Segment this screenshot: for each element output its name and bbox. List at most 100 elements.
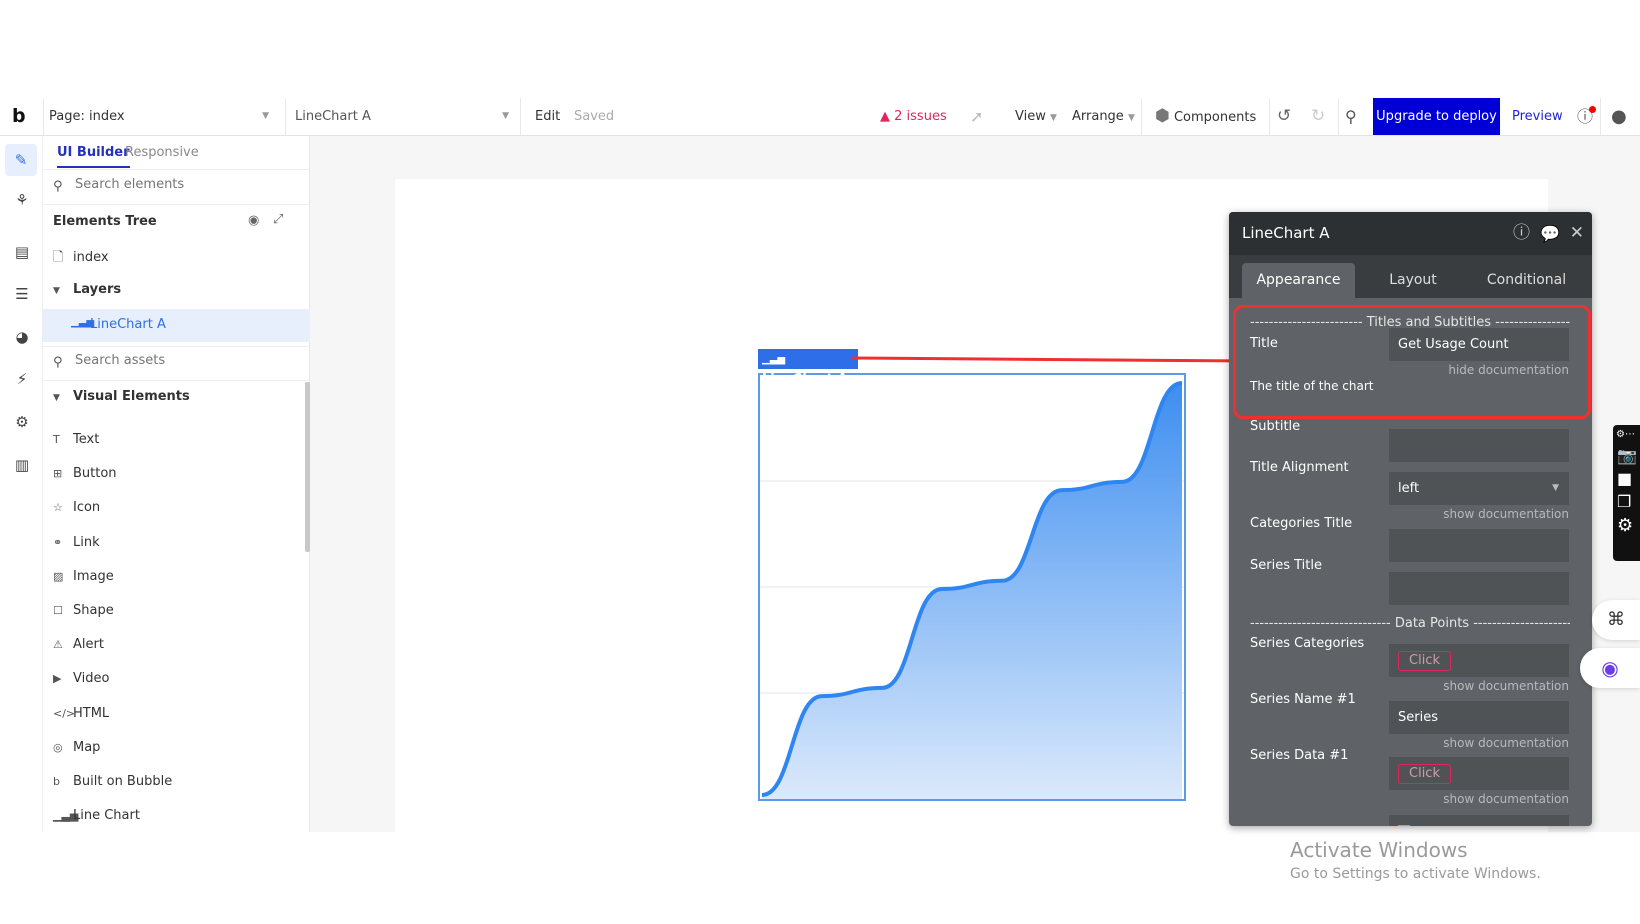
more-icon[interactable]: ⚙⋯	[1616, 429, 1635, 440]
asset-icon: ☆	[53, 501, 63, 515]
asset-icon: ⊞	[53, 467, 63, 481]
scrollbar[interactable]	[305, 382, 310, 552]
asset-icon: ▨	[53, 569, 64, 583]
series-categories-input[interactable]: Click	[1389, 644, 1569, 677]
apps-grid-icon[interactable]: ⌘	[1592, 600, 1640, 640]
plugins-icon[interactable]: ⚡	[16, 370, 28, 388]
asset-item-video[interactable]: ▶ Video	[53, 671, 109, 686]
comment-icon[interactable]: 💬	[1540, 224, 1560, 243]
design-pencil-icon[interactable]: ✎	[5, 144, 37, 176]
logs-chart-icon[interactable]: ▥	[14, 456, 30, 474]
close-icon[interactable]: ✕	[1569, 223, 1584, 243]
expand-icon[interactable]: ⤢	[273, 212, 284, 227]
redo-icon[interactable]: ↻	[1311, 106, 1326, 126]
issues-label: 2 issues	[894, 109, 947, 124]
search-assets-input[interactable]	[75, 353, 275, 368]
line-chart-icon: ▁▃▅	[762, 354, 786, 365]
click-button[interactable]: Click	[1398, 764, 1451, 784]
asset-label: Line Chart	[73, 808, 140, 824]
asset-icon: ◎	[53, 740, 63, 754]
styles-palette-icon[interactable]: ◕	[15, 328, 29, 346]
search-icon[interactable]: ⚲	[1345, 107, 1357, 126]
asset-item-button[interactable]: ⊞ Button	[53, 466, 117, 481]
eye-icon[interactable]: ◉	[248, 213, 260, 228]
show-documentation-link[interactable]: show documentation	[1443, 507, 1569, 521]
asset-label: Video	[73, 671, 110, 687]
panel-title: LineChart A	[1242, 224, 1330, 242]
show-documentation-link[interactable]: show documentation	[1443, 736, 1569, 750]
element-tag[interactable]: ▁▃▅ LineChart A	[758, 349, 858, 387]
page-select[interactable]: Page: index ▼	[49, 98, 279, 135]
tab-conditional[interactable]: Conditional	[1486, 272, 1567, 288]
undo-icon[interactable]: ↺	[1277, 106, 1292, 126]
tree-item-linechart-a[interactable]: ▁▃▅ LineChart A	[43, 309, 310, 342]
asset-item-html[interactable]: </>HTML	[53, 706, 109, 721]
database-icon[interactable]: ☰	[15, 285, 29, 303]
upgrade-button[interactable]: Upgrade to deploy	[1373, 98, 1500, 135]
search-elements-input[interactable]	[75, 177, 275, 192]
arrange-menu[interactable]: Arrange ▼	[1072, 98, 1135, 135]
settings-icon[interactable]: ⚙	[1617, 515, 1634, 536]
bubble-logo[interactable]: b	[12, 105, 26, 127]
watermark-line1: Activate Windows	[1290, 838, 1468, 862]
data-icon[interactable]: ▤	[14, 243, 30, 261]
page-label: Page: index	[49, 109, 125, 124]
assistant-bot-icon[interactable]: ◉	[1580, 648, 1640, 688]
info-icon[interactable]: ⓘ	[1513, 223, 1530, 243]
chart-area	[762, 383, 1182, 799]
asset-item-text[interactable]: T Text	[53, 432, 99, 447]
series-color-input[interactable]	[1389, 815, 1569, 826]
element-select[interactable]: LineChart A ▼	[295, 98, 515, 135]
preview-button[interactable]: Preview	[1512, 109, 1563, 124]
asset-item-icon[interactable]: ☆ Icon	[53, 500, 100, 515]
show-documentation-link[interactable]: show documentation	[1443, 792, 1569, 806]
subtitle-input[interactable]	[1389, 429, 1569, 462]
series-data-input[interactable]: Click	[1389, 757, 1569, 790]
asset-label: Shape	[73, 603, 114, 618]
camera-icon[interactable]: 📷	[1617, 446, 1637, 465]
click-button[interactable]: Click	[1398, 651, 1451, 671]
tree-item-layers[interactable]: ▼ Layers	[53, 282, 121, 297]
view-menu[interactable]: View ▼	[1015, 98, 1057, 135]
title-input[interactable]: Get Usage Count	[1389, 328, 1569, 361]
asset-item-built-on-bubble[interactable]: b Built on Bubble	[53, 774, 172, 789]
chart-line	[761, 381, 1183, 797]
account-icon[interactable]: ●	[1611, 106, 1627, 127]
edit-menu[interactable]: Edit	[535, 109, 561, 124]
element-tag-label: LineChart A	[762, 372, 848, 387]
title-alignment-select[interactable]: left ▼	[1389, 472, 1569, 505]
search-assets[interactable]: ⚲	[43, 346, 310, 381]
asset-item-shape[interactable]: ☐ Shape	[53, 603, 114, 618]
asset-item-alert[interactable]: ⚠ Alert	[53, 637, 104, 652]
asset-item-map[interactable]: ◎ Map	[53, 740, 100, 755]
issues-button[interactable]: ▲ 2 issues	[880, 98, 947, 135]
tab-appearance[interactable]: Appearance	[1242, 263, 1355, 298]
video-camera-icon[interactable]: ■	[1617, 469, 1633, 488]
settings-icon[interactable]: ⚙	[15, 413, 29, 431]
hide-documentation-link[interactable]: hide documentation	[1448, 363, 1569, 377]
panel-header: LineChart A ⓘ 💬 ✕	[1229, 212, 1592, 255]
tab-layout[interactable]: Layout	[1389, 272, 1437, 288]
components-button[interactable]: ⬢ Components	[1155, 98, 1256, 135]
cursor-icon[interactable]: ➚	[970, 107, 984, 126]
tab-responsive[interactable]: Responsive	[125, 145, 199, 160]
linechart-element[interactable]	[758, 373, 1186, 801]
asset-icon: ⚭	[53, 535, 63, 549]
series-title-input[interactable]	[1389, 572, 1569, 605]
tab-ui-builder[interactable]: UI Builder	[57, 145, 130, 168]
show-documentation-link[interactable]: show documentation	[1443, 679, 1569, 693]
asset-item-line-chart[interactable]: ▁▃▅Line Chart	[53, 808, 140, 823]
categories-title-input[interactable]	[1389, 529, 1569, 562]
series-name-input[interactable]: Series	[1389, 701, 1569, 734]
search-elements[interactable]: ⚲	[43, 170, 310, 205]
help-icon[interactable]: ⓘ	[1577, 98, 1596, 135]
asset-icon: T	[53, 433, 60, 446]
workflow-icon[interactable]: ⚘	[15, 191, 29, 209]
arrange-label: Arrange	[1072, 109, 1124, 124]
tree-item-index[interactable]: 🗋 index	[53, 248, 109, 270]
screens-icon[interactable]: ❐	[1617, 492, 1632, 511]
visual-elements-section[interactable]: ▼ Visual Elements	[53, 389, 190, 404]
asset-item-image[interactable]: ▨ Image	[53, 569, 114, 584]
caret-down-icon: ▼	[53, 286, 60, 296]
asset-item-link[interactable]: ⚭ Link	[53, 535, 100, 550]
